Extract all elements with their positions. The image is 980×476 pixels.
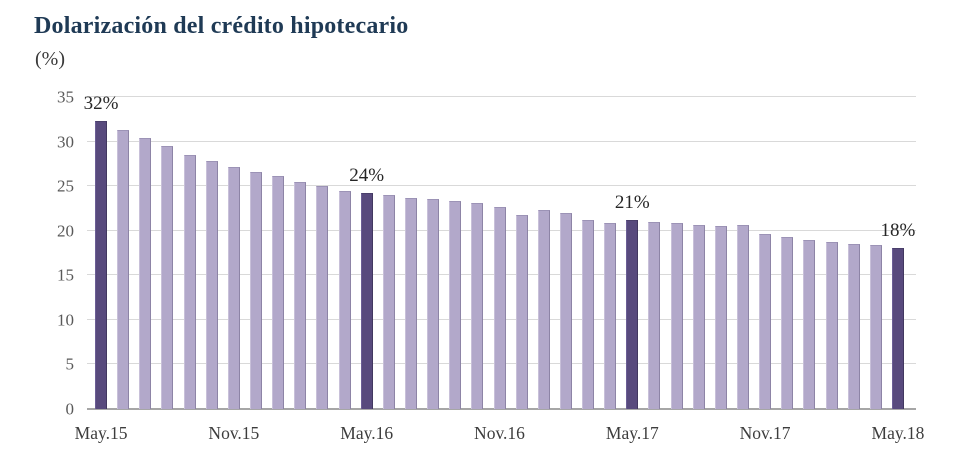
chart-subtitle: (%)	[35, 48, 65, 70]
bar	[404, 197, 417, 409]
bar	[559, 212, 572, 409]
bar	[316, 186, 329, 409]
bar	[759, 234, 772, 409]
bar	[692, 225, 705, 409]
bar	[117, 129, 130, 409]
bar	[604, 222, 617, 409]
gridline	[87, 96, 916, 97]
y-axis-label: 30	[57, 132, 74, 152]
bar	[714, 226, 727, 409]
plot-area: 32% 24% 21% 18% May.15 Nov.15 May.16 Nov.16 May.…	[57, 89, 925, 444]
x-axis-label: Nov.17	[739, 423, 791, 443]
bar	[449, 201, 462, 409]
bar	[847, 243, 860, 409]
bar-highlighted	[626, 219, 639, 409]
bar-value-label: 32%	[83, 92, 119, 114]
bar	[205, 161, 218, 409]
y-axis-label: 20	[57, 221, 74, 241]
bar	[736, 225, 749, 409]
bar	[781, 236, 794, 409]
y-axis-label: 15	[57, 265, 74, 285]
y-axis-label: 5	[65, 354, 75, 374]
y-axis-label: 0	[65, 399, 75, 419]
x-axis-label: May.15	[74, 423, 128, 443]
bar	[869, 244, 882, 409]
bar-value-label: 18%	[880, 219, 916, 241]
bar-highlighted	[95, 120, 108, 409]
bar	[427, 198, 440, 409]
y-axis-label: 25	[57, 176, 74, 196]
bar	[382, 194, 395, 409]
bar	[670, 223, 683, 409]
bar	[493, 206, 506, 409]
bar	[250, 171, 262, 409]
bar	[471, 202, 484, 409]
bar	[227, 167, 240, 409]
bar-value-label: 24%	[349, 165, 385, 187]
y-axis-label: 10	[57, 310, 74, 330]
gridline	[87, 140, 916, 142]
x-axis-label: May.17	[605, 423, 659, 443]
x-axis-label: May.16	[340, 423, 394, 443]
bars-layer: 32% 24% 21% 18% May.15 Nov.15 May.16 Nov.16 May.…	[75, 93, 925, 443]
bar	[803, 239, 816, 409]
x-axis-line	[87, 408, 916, 410]
bar	[582, 219, 595, 409]
chart-title: Dolarización del crédito hipotecario	[34, 13, 409, 39]
bar	[338, 190, 351, 409]
bar	[139, 137, 152, 409]
bar	[183, 154, 196, 409]
bar	[161, 145, 174, 409]
bar	[648, 221, 661, 409]
gridline	[87, 185, 916, 187]
bar	[537, 210, 550, 409]
bar	[515, 214, 528, 409]
x-axis-label: May.18	[871, 423, 925, 443]
bar	[272, 176, 285, 409]
bar-highlighted	[891, 247, 904, 409]
bar	[294, 181, 307, 409]
y-axis-label: 35	[57, 87, 74, 107]
bar-highlighted	[360, 193, 373, 409]
x-axis-label: Nov.15	[208, 423, 260, 443]
x-axis-label: Nov.16	[474, 423, 525, 443]
bar-value-label: 21%	[614, 191, 650, 213]
bar	[825, 242, 838, 409]
